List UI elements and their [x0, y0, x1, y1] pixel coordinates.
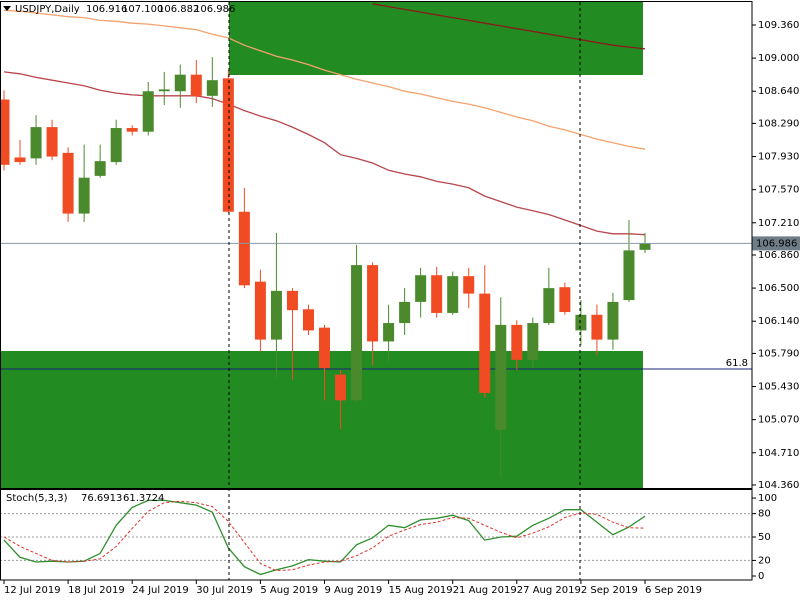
- y-tick-label: 107.210: [758, 218, 799, 229]
- axes: 106.986 109.360 109.000 108.640 108.290 107.9…: [3, 20, 800, 596]
- candle-body: [158, 89, 170, 92]
- candle-body: [575, 314, 587, 331]
- candle-body: [46, 127, 58, 157]
- y-tick-label: 20: [758, 555, 771, 566]
- y-tick-label: 107.930: [758, 152, 799, 163]
- y-tick-label: 105.070: [758, 415, 799, 426]
- candle-body: [238, 211, 250, 286]
- y-tick-label: 0: [758, 571, 764, 582]
- x-tick-label: 5 Aug 2019: [260, 585, 318, 596]
- x-tick-label: 24 Jul 2019: [132, 585, 189, 596]
- x-tick-label: 21 Aug 2019: [453, 585, 517, 596]
- fib-label: 61.8: [726, 358, 748, 369]
- candle-body: [142, 91, 154, 132]
- candle-body: [495, 324, 507, 430]
- candle-body: [383, 323, 395, 342]
- y-tick-label: 109.360: [758, 20, 799, 31]
- x-tick-label: 12 Jul 2019: [4, 585, 61, 596]
- price-tag-label: 106.986: [756, 238, 797, 249]
- y-tick-label: 104.360: [758, 480, 799, 491]
- candle-body: [415, 275, 427, 302]
- series-line: [3, 500, 646, 572]
- chart-title: USDJPY,Daily: [15, 4, 80, 15]
- x-tick-label: 15 Aug 2019: [389, 585, 453, 596]
- candle-body: [431, 275, 443, 313]
- x-tick-label: 27 Aug 2019: [517, 585, 581, 596]
- candle-body: [302, 309, 314, 331]
- stoch-value: 61.3724: [123, 493, 164, 504]
- y-tick-label: 109.000: [758, 53, 799, 64]
- candle-body: [190, 74, 202, 96]
- ohlc-value: 106.986: [194, 4, 235, 15]
- y-tick-label: 105.430: [758, 382, 799, 393]
- x-tick-label: 2 Sep 2019: [581, 585, 638, 596]
- candle-body: [447, 276, 459, 313]
- zone-lower: [0, 351, 643, 488]
- candle-body: [351, 265, 363, 401]
- ohlc-value: 107.100: [122, 4, 163, 15]
- candle-body: [30, 127, 42, 159]
- candle-body: [270, 290, 282, 340]
- candle-body: [0, 99, 10, 165]
- y-tick-label: 80: [758, 509, 771, 520]
- candle-body: [367, 265, 379, 342]
- candle-body: [94, 161, 106, 176]
- series-line: [3, 499, 646, 576]
- candle-body: [78, 177, 90, 214]
- y-tick-label: 50: [758, 532, 771, 543]
- candle-body: [319, 327, 330, 369]
- y-tick-label: 100: [758, 493, 777, 504]
- menu-arrow[interactable]: [3, 6, 11, 11]
- candle-body: [623, 250, 635, 301]
- ohlc-value: 106.882: [158, 4, 199, 15]
- series-line: [3, 71, 646, 236]
- y-tick-label: 107.570: [758, 185, 799, 196]
- y-tick-label: 106.140: [758, 316, 799, 327]
- series-line: [372, 3, 646, 50]
- stoch-title: Stoch(5,3,3): [6, 493, 68, 504]
- candle-body: [174, 74, 186, 92]
- y-tick-label: 104.710: [758, 448, 799, 459]
- x-tick-label: 30 Jul 2019: [196, 585, 253, 596]
- candle-body: [591, 314, 603, 340]
- main-plot: [0, 3, 752, 478]
- candle-body: [559, 287, 571, 313]
- candle-body: [286, 290, 298, 311]
- x-tick-label: 6 Sep 2019: [645, 585, 702, 596]
- candle-body: [479, 293, 491, 393]
- candle-body: [222, 78, 234, 212]
- stoch-frame: [0, 489, 753, 581]
- candle-body: [543, 288, 555, 324]
- candle-body: [110, 128, 122, 163]
- x-tick-label: 18 Jul 2019: [68, 585, 125, 596]
- candle-body: [206, 80, 218, 96]
- price-tag: [752, 236, 800, 251]
- candle-body: [399, 301, 411, 324]
- main-frame: [0, 1, 753, 489]
- y-tick-label: 105.790: [758, 348, 799, 359]
- stoch-value: 76.6913: [81, 493, 122, 504]
- x-tick-label: 9 Aug 2019: [325, 585, 383, 596]
- y-tick-label: 106.500: [758, 283, 799, 294]
- ohlc-value: 106.916: [86, 4, 127, 15]
- candle-body: [62, 152, 74, 214]
- stoch-plot: [0, 499, 752, 576]
- y-tick-label: 108.290: [758, 118, 799, 129]
- candle-body: [607, 301, 619, 340]
- candle-body: [639, 243, 651, 250]
- y-tick-label: 108.640: [758, 86, 799, 97]
- candle-body: [511, 324, 523, 360]
- candle-body: [527, 323, 539, 360]
- candle-body: [335, 374, 347, 401]
- zone-upper: [229, 2, 643, 75]
- candle-body: [463, 276, 475, 294]
- series-line: [3, 9, 646, 150]
- candle-body: [254, 281, 266, 340]
- candle-body: [14, 157, 26, 163]
- y-tick-label: 106.860: [758, 250, 799, 261]
- candle-body: [126, 128, 138, 132]
